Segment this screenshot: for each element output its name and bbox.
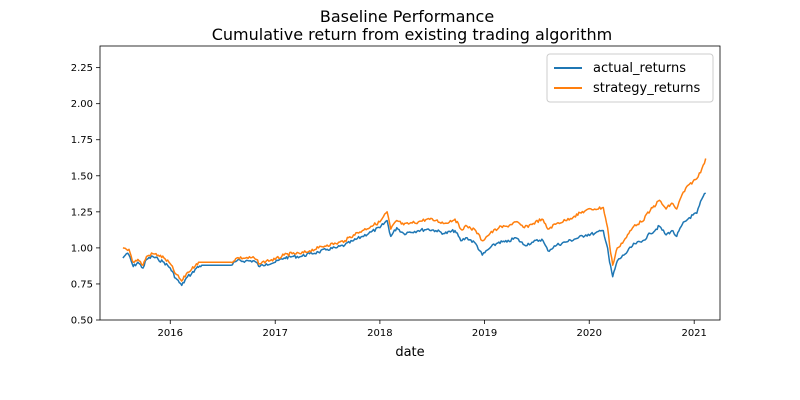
y-tick-label: 0.75 bbox=[71, 279, 93, 290]
legend-box bbox=[546, 53, 714, 103]
y-tick-label: 2.00 bbox=[71, 99, 93, 110]
series-line-actual-returns bbox=[122, 192, 707, 287]
x-tick-label: 2020 bbox=[577, 328, 602, 339]
x-tick-label: 2021 bbox=[681, 328, 706, 339]
y-tick-label: 1.50 bbox=[71, 171, 93, 182]
y-tick-label: 2.25 bbox=[71, 63, 93, 74]
plot-frame bbox=[99, 45, 721, 321]
x-tick-label: 2018 bbox=[367, 328, 392, 339]
series-layer bbox=[122, 158, 707, 287]
y-tick-label: 1.00 bbox=[71, 243, 93, 254]
legend-label-strategy-returns: strategy_returns bbox=[593, 81, 700, 96]
series-line-strategy-returns bbox=[122, 158, 707, 282]
x-axis-ticks: 2016 2017 2018 2019 2020 2021 bbox=[158, 320, 707, 339]
x-tick-label: 2019 bbox=[472, 328, 497, 339]
x-axis-label: date bbox=[395, 345, 424, 360]
y-tick-label: 0.50 bbox=[71, 316, 93, 327]
x-tick-label: 2017 bbox=[262, 328, 287, 339]
chart-subtitle: Cumulative return from existing trading … bbox=[212, 25, 613, 44]
y-axis-ticks: 0.50 0.75 1.00 1.25 1.50 1.75 2.00 2.25 bbox=[71, 63, 100, 327]
y-tick-label: 1.25 bbox=[71, 207, 93, 218]
legend: actual_returns strategy_returns bbox=[546, 53, 714, 103]
legend-label-actual-returns: actual_returns bbox=[593, 61, 686, 76]
chart-title: Baseline Performance bbox=[320, 7, 494, 26]
x-tick-label: 2016 bbox=[158, 328, 183, 339]
y-tick-label: 1.75 bbox=[71, 135, 93, 146]
